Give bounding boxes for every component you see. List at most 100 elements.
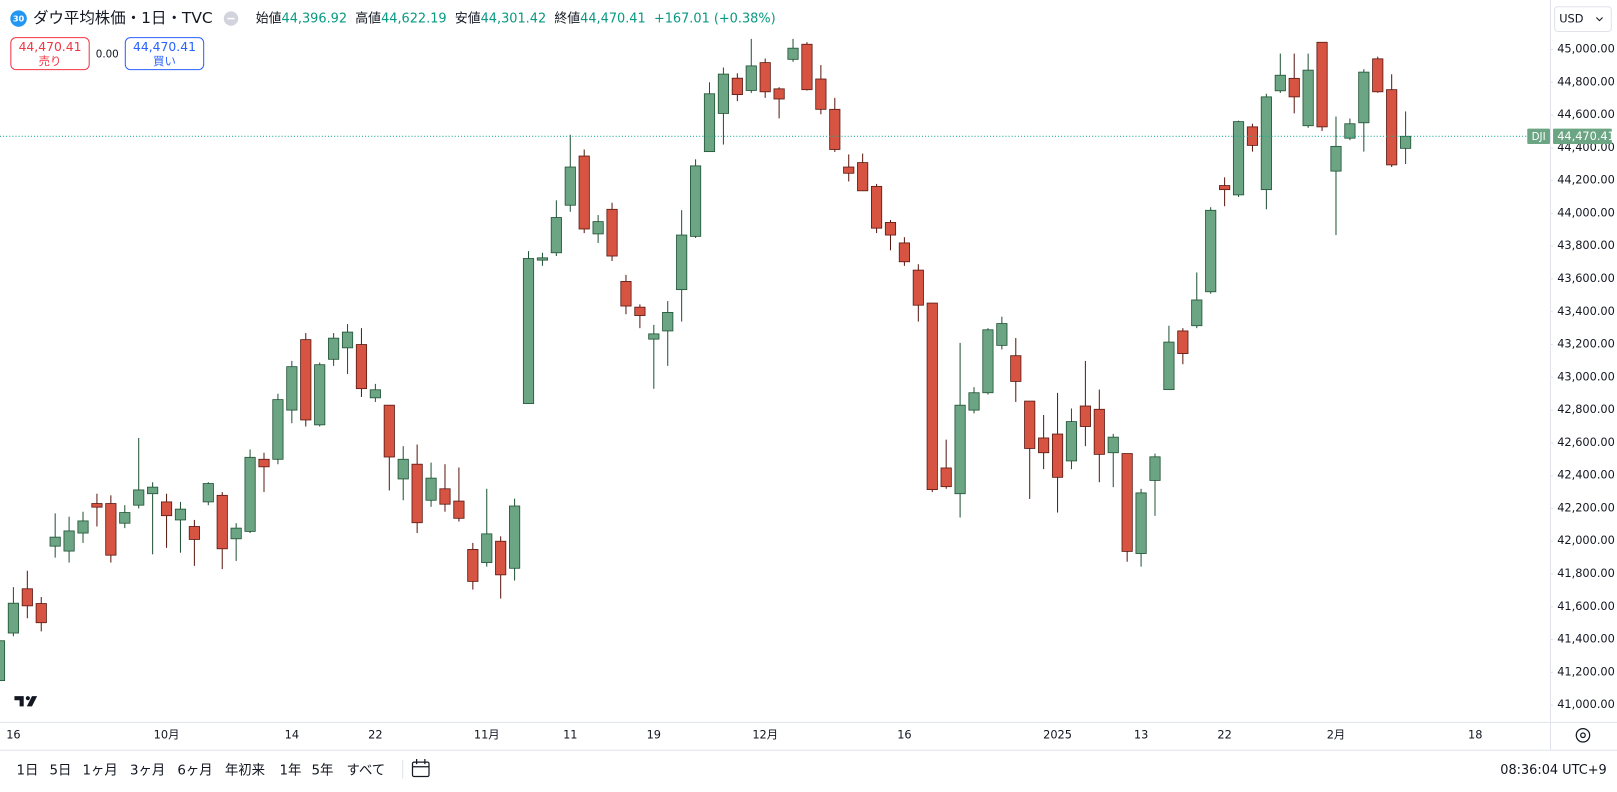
candle-body [1065, 421, 1078, 462]
x-tick-label: 10月 [154, 727, 180, 741]
y-tick-label: 44,000.00 [1557, 205, 1615, 219]
candle-body [676, 234, 688, 291]
candle-body [147, 486, 159, 495]
x-tick-label: 13 [1134, 727, 1148, 741]
candle-body [801, 43, 813, 91]
range-toolbar: 1日 5日 1ヶ月 3ヶ月 6ヶ月 年初来 1年 5年 すべて [17, 762, 386, 778]
candle-body [857, 162, 869, 192]
candle-body [244, 456, 256, 532]
sell-price: 44,470.41 [19, 40, 82, 54]
candle-body [968, 392, 980, 411]
candle-body [7, 602, 19, 634]
buy-button[interactable] [124, 37, 205, 71]
range-button[interactable]: 6ヶ月 [177, 763, 212, 778]
currency-select[interactable] [1554, 6, 1612, 32]
candle-body [759, 62, 771, 93]
candle-body [592, 221, 604, 235]
x-tick-label: 2025 [1043, 727, 1072, 741]
candle-body [21, 588, 33, 607]
candle-body [843, 166, 855, 174]
candle-body [926, 302, 938, 491]
candle-body [355, 344, 368, 390]
candle-body [481, 533, 493, 563]
symbol-title[interactable]: ダウ平均株価・1日・TVC [33, 9, 213, 27]
y-tick-label: 41,000.00 [1557, 697, 1615, 711]
price-tag [1553, 128, 1612, 145]
candle-body [620, 281, 632, 307]
candle-body [216, 494, 228, 550]
candle-body [397, 458, 409, 480]
candle-body [996, 323, 1008, 346]
y-tick-label: 42,000.00 [1557, 533, 1615, 547]
range-button[interactable]: 1日 [17, 763, 39, 778]
x-tick-label: 18 [1468, 727, 1482, 741]
candle-body [815, 78, 827, 110]
settings-button[interactable] [1575, 727, 1591, 743]
candle-body [606, 208, 618, 257]
range-button[interactable]: 年初来 [225, 762, 265, 778]
ohlc-legend: 始値44,396.92 高値44,622.19 安値44,301.42 終値44,47… [256, 10, 776, 26]
candle-body [1051, 433, 1064, 478]
x-tick-label: 16 [897, 727, 911, 741]
currency-chevron [1596, 17, 1603, 22]
candle-body [982, 329, 994, 394]
candle-body [773, 88, 785, 100]
candle-body [341, 331, 354, 349]
range-button[interactable]: 1年 [279, 762, 301, 778]
candle-body [1205, 209, 1217, 293]
range-button[interactable]: 5日 [50, 763, 72, 778]
candle-body [1344, 123, 1356, 139]
range-button[interactable]: 3ヶ月 [130, 763, 165, 778]
sell-button[interactable] [10, 37, 90, 71]
candle-body [898, 242, 910, 263]
candle-body [578, 155, 590, 230]
candle-body [1191, 299, 1203, 327]
y-tick-label: 42,600.00 [1557, 435, 1615, 449]
y-tick-label: 44,600.00 [1557, 107, 1615, 121]
candle-body [1400, 135, 1412, 149]
y-tick-label: 43,600.00 [1557, 271, 1615, 285]
badge-text: 30 [13, 14, 25, 24]
candle-body [314, 364, 326, 426]
candle-body [202, 483, 214, 503]
range-button[interactable]: 1ヶ月 [83, 763, 118, 778]
candle-body [133, 489, 145, 506]
candle-body [870, 185, 883, 229]
ohlc-label: 始値 [256, 10, 282, 26]
spread: 0.00 [96, 49, 119, 61]
candle-body [940, 467, 952, 488]
candle-body [258, 458, 270, 468]
candle-body [536, 257, 549, 261]
ohlc-value: 44,396.92 [282, 11, 348, 26]
candle-body [1010, 355, 1022, 382]
candle-body [467, 549, 479, 582]
candle-body [690, 165, 702, 237]
candle-body [1024, 400, 1036, 449]
candle-body [77, 520, 89, 534]
sell-label: 売り [39, 54, 62, 68]
ohlc-value: 44,470.41 [580, 11, 646, 26]
candle-body [453, 500, 465, 519]
range-button[interactable]: 5年 [311, 762, 333, 778]
y-tick-label: 45,000.00 [1557, 42, 1615, 56]
plot-area [0, 38, 1550, 681]
candle-body [174, 508, 187, 521]
candle-body [703, 93, 716, 153]
range-button[interactable]: すべて [347, 762, 386, 778]
candle-body [160, 501, 173, 517]
candle-body [328, 337, 340, 360]
candle-body [662, 312, 674, 332]
goto-date-button[interactable] [411, 759, 430, 778]
candle-body [1121, 453, 1133, 552]
candle-body [1232, 121, 1245, 196]
clock[interactable]: 08:36:04 UTC+9 [1500, 763, 1606, 778]
x-tick-label: 14 [285, 727, 299, 741]
ohlc-label: 終値 [554, 10, 580, 26]
candle-body [731, 77, 743, 95]
candle-body [0, 640, 6, 681]
candle-body [1107, 436, 1119, 454]
candle-body [272, 399, 284, 460]
tv-logo[interactable] [14, 696, 38, 707]
symbol-badge[interactable] [10, 10, 27, 27]
